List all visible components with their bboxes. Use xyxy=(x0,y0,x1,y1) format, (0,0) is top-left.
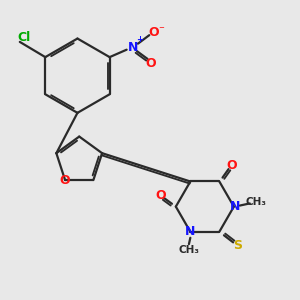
Text: CH₃: CH₃ xyxy=(245,197,266,207)
Text: O: O xyxy=(226,159,237,172)
Text: S: S xyxy=(233,239,242,252)
Text: O: O xyxy=(146,57,156,70)
Text: Cl: Cl xyxy=(17,31,31,44)
Text: ⁻: ⁻ xyxy=(158,26,164,36)
Text: N: N xyxy=(230,200,240,213)
Text: N: N xyxy=(185,224,196,238)
Text: O: O xyxy=(148,26,159,39)
Text: CH₃: CH₃ xyxy=(178,245,200,255)
Text: O: O xyxy=(155,189,166,202)
Text: O: O xyxy=(59,174,70,187)
Text: +: + xyxy=(136,35,143,44)
Text: N: N xyxy=(128,41,138,54)
